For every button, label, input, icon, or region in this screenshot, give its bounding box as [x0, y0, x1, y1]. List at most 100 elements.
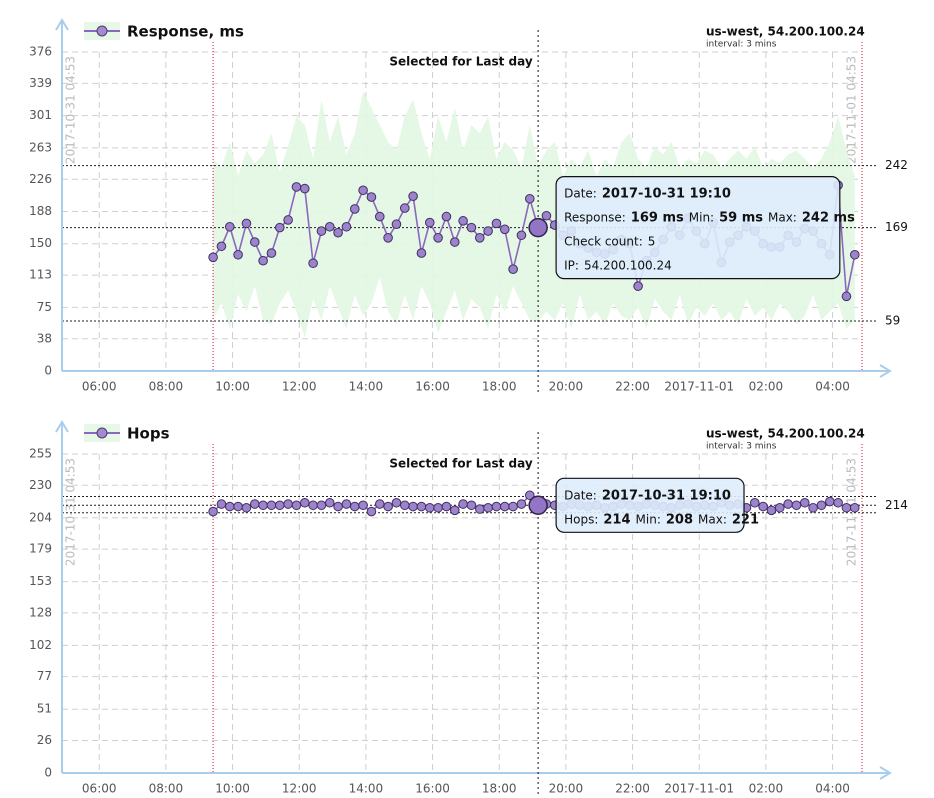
- reference-label: 214: [885, 498, 908, 512]
- data-point: [233, 249, 243, 260]
- tooltip-label: Response:: [564, 210, 626, 224]
- data-point: [316, 226, 327, 236]
- data-point: [316, 500, 327, 511]
- tooltip-line: IP: 54.200.100.24: [564, 258, 672, 272]
- data-point: [774, 502, 785, 513]
- data-point: [266, 500, 277, 511]
- x-tick-label: 08:00: [149, 782, 184, 796]
- data-point: [224, 221, 235, 232]
- tooltip-value: 242 ms: [802, 210, 855, 225]
- data-point: [358, 185, 368, 196]
- data-point: [483, 502, 493, 513]
- data-point: [483, 226, 493, 236]
- x-tick-label: 04:00: [815, 380, 850, 394]
- data-point: [416, 501, 427, 512]
- data-point: [474, 504, 485, 514]
- data-point: [324, 497, 335, 508]
- data-point: [341, 221, 352, 232]
- range-label: 2017-10-31 04:53: [64, 56, 78, 164]
- x-axis-arrow: [879, 766, 892, 780]
- interval: interval: 3 mins: [706, 442, 777, 452]
- tooltip-line: Response: 169 ms Min: 59 ms Max: 242 ms: [564, 210, 855, 225]
- annotation: Selected for Last day: [389, 457, 532, 471]
- data-point: [449, 237, 460, 247]
- data-point: [749, 497, 760, 508]
- tooltip: [555, 477, 745, 533]
- tooltip-label: Min:: [689, 210, 714, 224]
- tooltip-line: Date: 2017-10-31 19:10: [564, 186, 731, 201]
- legend-label: Response, ms: [127, 23, 244, 41]
- y-tick-label: 150: [29, 236, 52, 250]
- legend-marker: [96, 25, 108, 37]
- data-point: [441, 501, 452, 512]
- data-point: [399, 500, 410, 511]
- data-point: [841, 502, 852, 513]
- tooltip-line: Hops: 214 Min: 208 Max: 221: [564, 512, 759, 527]
- tooltip-value: 54.200.100.24: [584, 258, 672, 272]
- data-point: [383, 501, 393, 512]
- data-point: [366, 506, 377, 517]
- data-point: [799, 497, 810, 508]
- y-tick-label: 376: [29, 45, 52, 59]
- y-tick-label: 77: [37, 669, 52, 683]
- reference-label: 242: [885, 158, 908, 172]
- tooltip-label: Min:: [636, 512, 661, 526]
- location: us-west, 54.200.100.24: [706, 427, 865, 441]
- data-point: [516, 230, 527, 241]
- data-point: [841, 291, 852, 302]
- data-point: [208, 506, 218, 517]
- data-point: [458, 499, 468, 509]
- range-label: 2017-11-01 04:53: [845, 56, 859, 164]
- x-tick-label: 08:00: [149, 380, 184, 394]
- selected-point: [528, 217, 548, 238]
- data-point: [491, 218, 502, 229]
- data-point: [391, 219, 402, 230]
- data-point: [833, 497, 843, 508]
- data-point: [424, 217, 435, 228]
- y-tick-label: 179: [29, 542, 52, 556]
- tooltip-value: 214: [603, 512, 630, 527]
- x-tick-label: 06:00: [82, 782, 117, 796]
- tooltip: [555, 176, 841, 280]
- data-point: [383, 233, 393, 243]
- data-point: [541, 210, 552, 221]
- data-point: [333, 501, 343, 512]
- data-point: [633, 281, 643, 291]
- tooltip-label: IP:: [564, 258, 579, 272]
- data-point: [258, 255, 268, 266]
- location: us-west, 54.200.100.24: [706, 25, 865, 39]
- x-tick-label: 18:00: [482, 380, 517, 394]
- y-tick-label: 26: [37, 733, 52, 747]
- x-tick-label: 2017-11-01: [664, 380, 734, 394]
- data-point: [824, 496, 835, 507]
- tooltip-value: 169 ms: [631, 210, 684, 225]
- data-point: [241, 502, 252, 513]
- x-tick-label: 18:00: [482, 782, 517, 796]
- y-axis-arrow: [55, 18, 69, 31]
- x-tick-label: 2017-11-01: [664, 782, 734, 796]
- data-point: [341, 499, 352, 509]
- y-tick-label: 153: [29, 574, 52, 588]
- data-point: [249, 237, 260, 247]
- y-tick-label: 51: [37, 702, 52, 716]
- tooltip-value: 2017-10-31 19:10: [602, 488, 731, 503]
- data-point: [449, 505, 460, 516]
- data-point: [283, 499, 293, 509]
- x-tick-label: 20:00: [549, 380, 584, 394]
- x-tick-label: 22:00: [615, 782, 650, 796]
- data-point: [374, 499, 385, 509]
- y-tick-label: 0: [44, 364, 52, 378]
- tooltip-line: Check count: 5: [564, 234, 655, 248]
- data-point: [816, 500, 827, 511]
- x-tick-label: 16:00: [415, 782, 450, 796]
- data-point: [374, 211, 385, 222]
- y-tick-label: 102: [29, 638, 52, 652]
- tooltip-label: Max:: [768, 210, 797, 224]
- x-tick-label: 16:00: [415, 380, 450, 394]
- selected-point: [528, 495, 548, 516]
- y-axis-arrow: [55, 420, 69, 433]
- tooltip-value: 2017-10-31 19:10: [602, 186, 731, 201]
- y-tick-label: 301: [29, 108, 52, 122]
- y-tick-label: 75: [37, 300, 52, 314]
- x-tick-label: 14:00: [349, 380, 384, 394]
